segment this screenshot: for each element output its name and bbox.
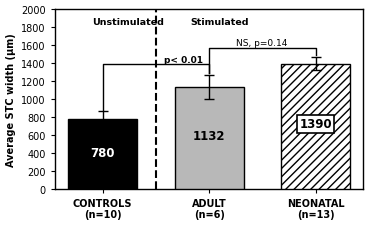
Text: 1390: 1390 <box>299 118 332 130</box>
Bar <box>175 87 244 189</box>
Y-axis label: Average STC width (μm): Average STC width (μm) <box>6 33 15 166</box>
Text: Unstimulated: Unstimulated <box>92 18 164 27</box>
Text: NS, p=0.14: NS, p=0.14 <box>236 39 287 48</box>
Text: 1132: 1132 <box>193 130 225 143</box>
Text: Stimulated: Stimulated <box>190 18 249 27</box>
Text: p< 0.01: p< 0.01 <box>165 55 203 64</box>
Text: 780: 780 <box>90 146 115 159</box>
Bar <box>281 64 350 189</box>
Bar <box>68 119 137 189</box>
